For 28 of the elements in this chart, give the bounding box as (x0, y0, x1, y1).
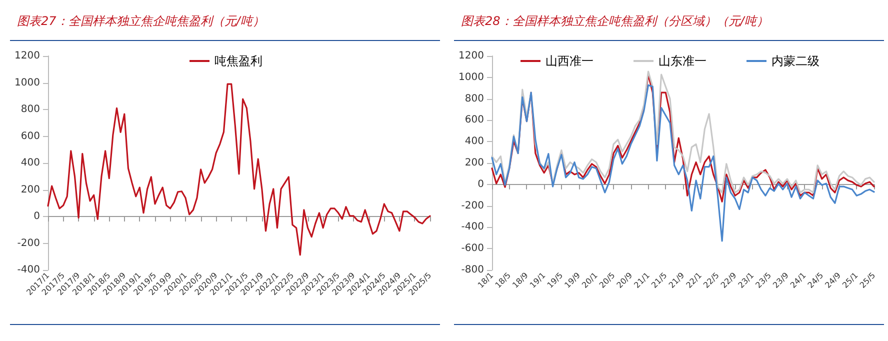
y-tick-label: -800 (461, 264, 484, 276)
y-tick-label: -400 (461, 222, 484, 233)
line-series (491, 84, 875, 242)
y-tick-label: 400 (464, 136, 484, 148)
y-tick-label: 600 (20, 130, 40, 142)
y-tick-label: 1200 (458, 50, 484, 62)
line-series (47, 83, 431, 256)
chart-title: 图表27：全国样本独立焦企吨焦盈利（元/吨） (17, 14, 264, 28)
y-tick-label: 800 (20, 104, 40, 115)
y-tick-label: 0 (478, 178, 484, 190)
y-tick-label: 200 (20, 184, 40, 196)
y-tick-label: 600 (464, 114, 484, 126)
y-tick-label: 1200 (14, 50, 40, 62)
legend-label: 山东准一 (658, 54, 706, 68)
y-tick-label: -200 (17, 238, 40, 249)
legend-label: 内蒙二级 (772, 54, 820, 68)
y-tick-label: 800 (464, 93, 484, 104)
legend-label: 山西准一 (546, 54, 594, 68)
chart-title: 图表28：全国样本独立焦企吨焦盈利（分区域）（元/吨） (461, 14, 768, 28)
legend-label: 吨焦盈利 (214, 54, 262, 68)
y-tick-label: -600 (461, 243, 484, 254)
y-tick-label: 400 (20, 158, 40, 168)
y-tick-label: 1000 (458, 72, 484, 83)
y-tick-label: 0 (34, 211, 40, 222)
y-tick-label: -400 (17, 264, 40, 276)
y-tick-label: 1000 (14, 77, 40, 88)
y-tick-label: 200 (464, 158, 484, 168)
y-tick-label: -200 (461, 200, 484, 212)
